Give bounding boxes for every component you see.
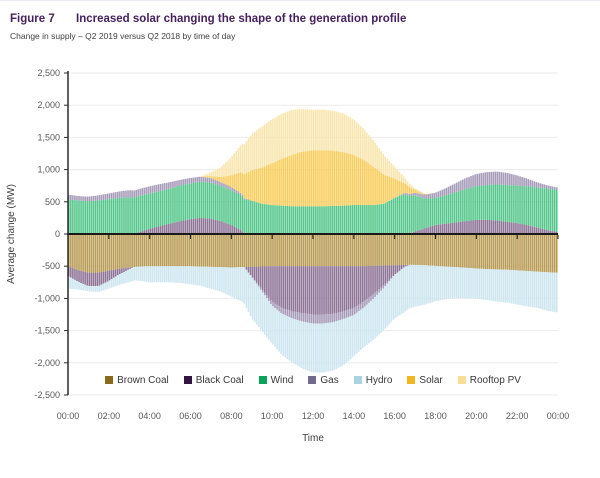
y-tick-label: 1,000 [37,165,60,175]
x-tick-label: 02:00 [98,411,121,421]
y-tick-label: 0 [55,229,60,239]
legend-item-rooftop-pv: Rooftop PV [458,375,521,386]
legend-swatch-hydro [354,376,362,384]
y-tick-label: 1,500 [37,132,60,142]
y-tick-label: -1,000 [34,293,60,303]
legend-item-hydro: Hydro [354,375,393,386]
legend-swatch-rooftop-pv [458,376,466,384]
x-tick-label: 12:00 [302,411,325,421]
x-tick-labels: 00:00 02:00 04:00 06:00 08:00 10:00 12:00 14:00… [57,411,570,421]
y-axis: 2,500 2,000 1,500 1,000 500 0 -500 -1,000 -1,500… [34,68,68,400]
y-tick-label: -2,500 [34,390,60,400]
legend-item-wind: Wind [259,375,294,386]
y-tick-label: -2,000 [34,358,60,368]
x-tick-label: 08:00 [220,411,243,421]
legend-label-black-coal: Black Coal [196,375,244,386]
legend-item-brown-coal: Brown Coal [105,375,169,386]
legend-swatch-brown-coal [105,376,113,384]
legend-label-rooftop-pv: Rooftop PV [470,375,521,386]
chart-legend: Brown Coal Black Coal Wind Gas Hydro Solar Roo… [68,372,558,388]
legend-item-solar: Solar [407,375,442,386]
legend-label-brown-coal: Brown Coal [117,375,169,386]
x-tick-label: 10:00 [261,411,284,421]
legend-label-hydro: Hydro [366,375,393,386]
legend-swatch-gas [308,376,316,384]
x-tick-label: 04:00 [138,411,161,421]
x-tick-label: 22:00 [506,411,529,421]
legend-swatch-black-coal [184,376,192,384]
y-tick-label: 2,000 [37,100,60,110]
legend-swatch-wind [259,376,267,384]
legend-label-wind: Wind [271,375,294,386]
series-gas [68,172,558,324]
x-tick-label: 16:00 [383,411,406,421]
series-wind [68,182,558,234]
x-tick-label: 06:00 [179,411,202,421]
x-tick-label: 18:00 [424,411,447,421]
y-tick-label: 500 [45,197,60,207]
x-tick-label: 14:00 [343,411,366,421]
y-axis-title: Average change (MW) [6,184,17,284]
x-tick-label: 20:00 [465,411,488,421]
legend-label-solar: Solar [419,375,442,386]
series-hydro [68,265,558,373]
legend-item-gas: Gas [308,375,338,386]
legend-swatch-solar [407,376,415,384]
y-tick-label: -500 [42,261,60,271]
x-tick-label: 00:00 [547,411,570,421]
x-axis-title: Time [302,433,324,444]
legend-item-black-coal: Black Coal [184,375,244,386]
y-tick-label: 2,500 [37,68,60,78]
legend-label-gas: Gas [320,375,338,386]
y-tick-label: -1,500 [34,326,60,336]
series-brown-coal [68,234,558,273]
x-tick-label: 00:00 [57,411,80,421]
